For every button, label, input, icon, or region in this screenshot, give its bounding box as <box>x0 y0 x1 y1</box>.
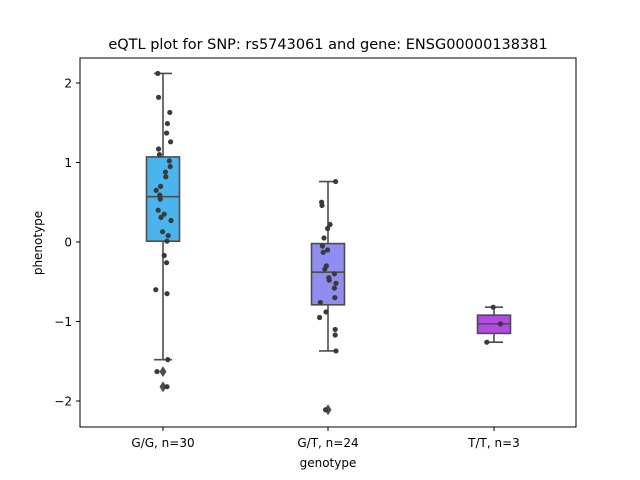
data-point <box>166 158 172 164</box>
data-point <box>160 229 166 235</box>
data-point <box>163 174 169 180</box>
data-point <box>164 260 170 266</box>
x-tick-label: G/G, n=30 <box>131 436 194 450</box>
data-point <box>333 348 339 354</box>
data-point <box>332 326 338 333</box>
data-point <box>162 169 168 175</box>
data-point <box>333 280 339 286</box>
data-point <box>332 295 338 301</box>
y-tick-label: 0 <box>64 236 72 250</box>
data-point <box>155 70 161 77</box>
data-point <box>164 130 170 136</box>
x-tick-label: G/T, n=24 <box>297 436 358 450</box>
data-point <box>323 309 329 315</box>
y-tick-label: −2 <box>54 395 72 409</box>
data-point <box>317 314 323 321</box>
data-point <box>168 217 174 224</box>
data-point <box>331 285 337 291</box>
y-tick-label: 2 <box>64 77 72 91</box>
data-point <box>165 357 171 363</box>
data-point <box>331 271 337 277</box>
data-point <box>321 235 327 241</box>
data-point <box>325 225 331 232</box>
box-iqr <box>310 242 346 306</box>
data-point <box>326 277 332 283</box>
data-point <box>154 368 160 375</box>
x-axis-label: genotype <box>300 456 357 470</box>
data-point <box>319 202 325 209</box>
outlier-marker <box>159 366 167 378</box>
data-point <box>168 139 174 145</box>
data-point <box>164 384 170 390</box>
data-point <box>490 304 496 310</box>
data-point <box>319 243 325 249</box>
data-point <box>317 299 323 306</box>
x-axis: G/G, n=30 G/T, n=24 T/T, n=3 <box>131 427 520 450</box>
y-tick-label: −1 <box>54 315 72 329</box>
data-point <box>156 94 162 100</box>
data-point <box>157 196 163 202</box>
data-point <box>497 321 503 327</box>
data-point <box>158 214 164 220</box>
x-tick-label: T/T, n=3 <box>467 436 520 450</box>
data-point <box>164 238 170 244</box>
data-point <box>158 183 164 189</box>
data-point <box>167 163 173 170</box>
data-point <box>153 287 159 293</box>
boxes-layer <box>145 72 512 416</box>
y-axis: 2 1 0 −1 −2 <box>54 77 80 409</box>
data-point <box>156 146 162 152</box>
box-iqr <box>145 156 181 243</box>
data-point <box>484 339 490 345</box>
data-point <box>153 187 159 193</box>
points-layer <box>153 70 503 413</box>
data-point <box>332 332 338 338</box>
data-point <box>156 151 162 158</box>
data-point <box>161 252 167 259</box>
chart-title: eQTL plot for SNP: rs5743061 and gene: E… <box>108 37 547 53</box>
data-point <box>320 249 326 255</box>
data-point <box>161 211 167 217</box>
data-point <box>333 178 339 185</box>
data-point <box>155 207 161 213</box>
data-point <box>164 291 170 297</box>
data-point <box>322 266 328 272</box>
y-tick-label: 1 <box>64 156 72 170</box>
data-point <box>164 120 170 127</box>
data-point <box>157 192 163 198</box>
outlier-marker <box>159 381 167 393</box>
data-point <box>167 109 173 116</box>
data-point <box>327 221 333 228</box>
y-axis-label: phenotype <box>31 211 45 275</box>
data-point <box>165 233 171 239</box>
data-point <box>323 407 329 413</box>
data-point <box>325 247 331 253</box>
